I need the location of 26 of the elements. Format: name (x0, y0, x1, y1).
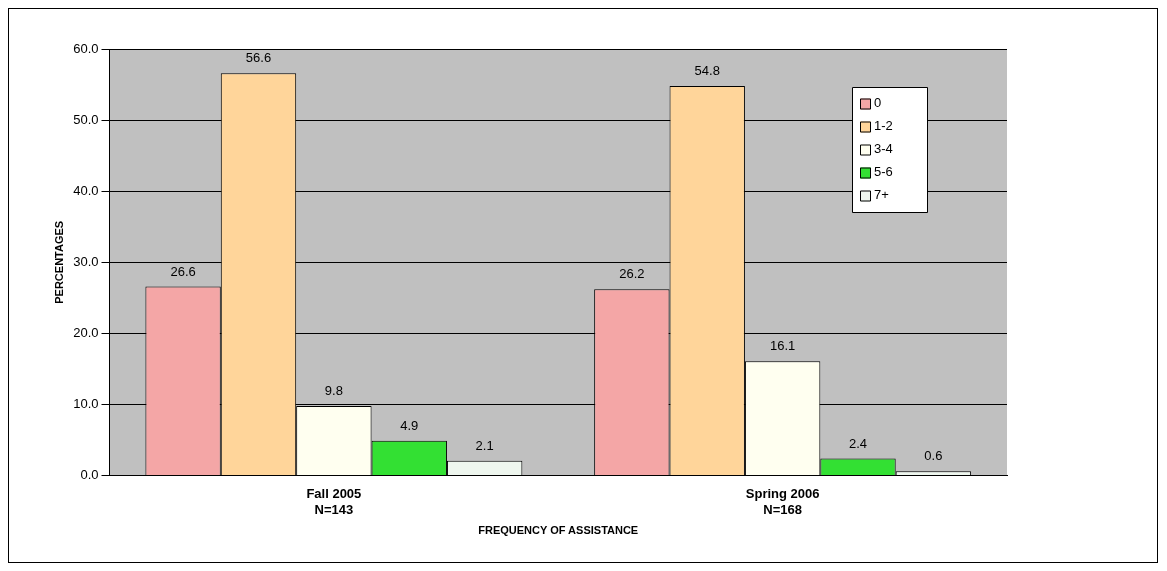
data-label: 26.2 (619, 266, 645, 282)
y-tick-label: 60.0 (73, 40, 99, 56)
data-label: 56.6 (245, 50, 272, 66)
x-axis-title: FREQUENCY OF ASSISTANCE (478, 524, 639, 537)
legend-label: 1-2 (874, 118, 893, 134)
y-tick-label: 10.0 (73, 396, 99, 412)
data-label: 0.6 (924, 448, 943, 464)
y-tick-label: 0.0 (80, 467, 99, 483)
x-tick-label: Spring 2006 N=168 (745, 485, 820, 517)
legend-label: 7+ (874, 187, 889, 203)
y-tick-label: 20.0 (73, 324, 99, 340)
data-label: 54.8 (694, 63, 720, 79)
y-tick-label: 40.0 (73, 182, 99, 198)
data-label: 2.4 (848, 435, 868, 451)
data-label: 16.1 (769, 338, 796, 354)
y-tick-label: 50.0 (73, 111, 99, 127)
y-axis-title: PERCENTAGES (52, 220, 65, 304)
legend-label: 3-4 (874, 141, 893, 157)
x-tick-label: Fall 2005 N=143 (306, 485, 362, 517)
y-tick-label: 30.0 (73, 253, 99, 269)
data-label: 4.9 (400, 417, 419, 433)
data-label: 26.6 (170, 263, 196, 279)
data-label: 9.8 (324, 383, 343, 398)
legend-label: 5-6 (874, 164, 893, 180)
data-label: 2.1 (475, 437, 494, 453)
legend-label: 0 (874, 95, 882, 111)
